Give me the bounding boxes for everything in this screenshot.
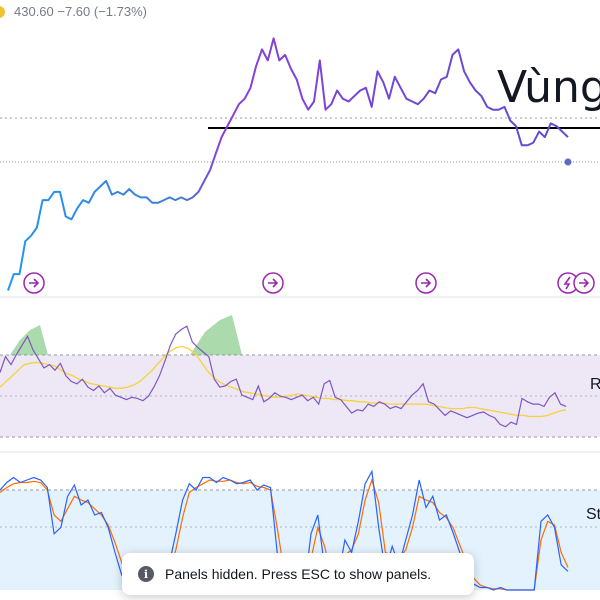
price-pane <box>0 37 600 298</box>
last-price-dot <box>564 158 572 166</box>
price-line <box>7 37 569 291</box>
rsi-overbought-fill <box>190 315 242 355</box>
info-icon: i <box>138 566 154 582</box>
rsi-line <box>0 325 567 428</box>
price-change-text: 430.60 −7.60 (−1.73%) <box>14 4 147 19</box>
event-marker-arrow-icon <box>415 272 437 294</box>
event-marker-arrow-icon <box>573 272 595 294</box>
rsi-pane-label: R <box>590 376 600 393</box>
stoch-pane-label: St <box>586 506 600 523</box>
event-marker-arrow-icon <box>262 272 284 294</box>
price-header: 430.60 −7.60 (−1.73%) <box>0 4 147 19</box>
rsi-pane <box>0 315 600 453</box>
event-markers[interactable] <box>23 272 595 294</box>
event-marker-arrow-icon <box>23 272 45 294</box>
zone-annotation-text[interactable]: Vùng <box>497 62 600 113</box>
panels-hidden-toast: i Panels hidden. Press ESC to show panel… <box>122 553 474 595</box>
bitcoin-icon <box>0 6 5 18</box>
toast-message: Panels hidden. Press ESC to show panels. <box>165 566 432 582</box>
